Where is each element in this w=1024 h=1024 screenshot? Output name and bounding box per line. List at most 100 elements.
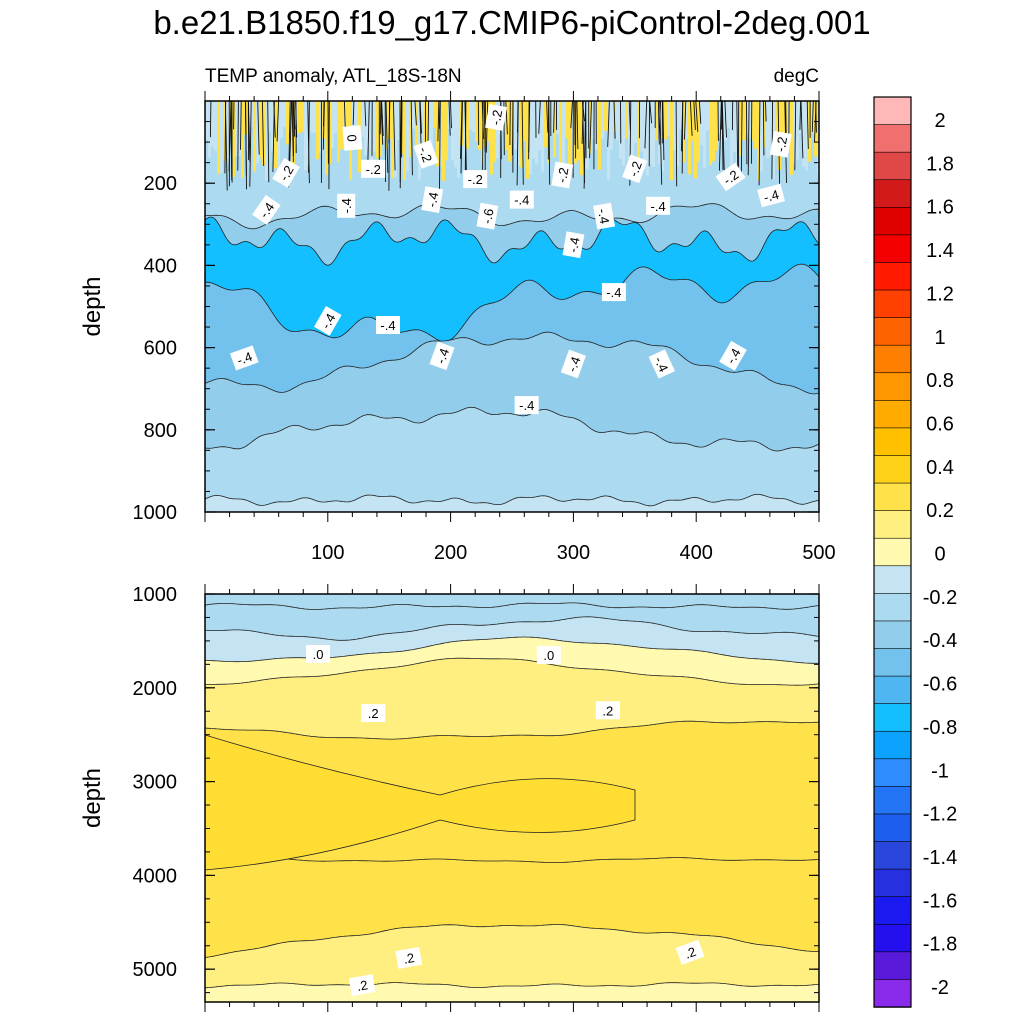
contour-label-bg xyxy=(413,140,439,169)
surface-fill xyxy=(610,101,613,150)
surface-fill xyxy=(334,101,337,133)
contour-label-text: -.4 xyxy=(762,187,781,205)
surface-contour xyxy=(771,101,774,180)
contour-label-bg xyxy=(675,939,705,965)
surface-fill xyxy=(268,101,271,132)
surface-contour xyxy=(460,101,463,174)
surface-contour xyxy=(352,101,355,125)
colorbar-label: -0.2 xyxy=(923,587,957,609)
x-tick-label: 400 xyxy=(680,542,713,564)
surface-fill xyxy=(412,101,415,129)
colorbar: 2 1.8 1.6 1.4 1.2 1 0.8 0.6 0.4 0.2 0 -0.2 -0.4 -0.6 -… xyxy=(873,96,957,1008)
surface-fill xyxy=(604,101,607,131)
contour-label-text: -.2 xyxy=(366,162,381,177)
contour-label-text: -.2 xyxy=(468,172,483,187)
contour-label-text: -.4 xyxy=(433,346,452,365)
y-axis-label: depth xyxy=(79,768,106,828)
surface-fill xyxy=(694,101,697,179)
colorbar-label: 0.6 xyxy=(926,413,954,435)
contour-line xyxy=(205,331,819,395)
contour-label: -.4 xyxy=(562,231,585,259)
colorbar-swatch xyxy=(873,537,912,567)
contour-label: -.4 xyxy=(252,194,281,225)
contour-label-text: 0 xyxy=(344,134,360,143)
surface-fill xyxy=(508,101,511,162)
surface-contour xyxy=(438,101,441,129)
surface-fill xyxy=(451,101,454,160)
surface-fill xyxy=(466,101,469,149)
surface-contour xyxy=(267,101,270,183)
surface-contour xyxy=(695,101,699,132)
surface-fill xyxy=(637,101,640,177)
x-tick-label: 100 xyxy=(311,542,344,564)
colorbar-label: 0.4 xyxy=(926,457,954,479)
surface-contour xyxy=(388,101,390,191)
colorbar-swatch xyxy=(873,427,912,457)
surface-fill xyxy=(754,101,757,149)
surface-fill xyxy=(469,101,472,130)
surface-contour xyxy=(209,101,212,138)
surface-fill xyxy=(706,101,709,131)
surface-fill xyxy=(520,101,523,168)
y-tick-label: 200 xyxy=(144,173,177,195)
surface-fill xyxy=(253,101,256,172)
surface-contour xyxy=(628,101,631,132)
surface-contour xyxy=(276,101,280,142)
contour-label: .2 xyxy=(348,974,376,997)
contour-line xyxy=(205,616,819,641)
surface-contour xyxy=(576,101,579,150)
surface-fill xyxy=(676,101,679,166)
surface-fill xyxy=(781,101,784,157)
surface-fill xyxy=(238,101,241,157)
surface-fill xyxy=(640,101,643,152)
surface-fill xyxy=(802,101,805,167)
colorbar-swatch xyxy=(873,96,912,126)
colorbar-label: -0.8 xyxy=(923,717,957,739)
surface-contour xyxy=(806,101,809,149)
surface-fill xyxy=(544,101,547,148)
surface-contour xyxy=(718,101,722,171)
surface-fill xyxy=(265,101,268,181)
contour-line xyxy=(205,602,819,610)
contour-label: -.2 xyxy=(272,158,300,188)
surface-fill xyxy=(793,101,796,164)
contour-label-bg xyxy=(536,646,561,664)
surface-fill xyxy=(670,101,673,180)
surface-fill xyxy=(634,101,637,143)
contour-label-bg xyxy=(646,196,671,215)
surface-fill xyxy=(445,101,448,161)
surface-fill xyxy=(421,101,424,158)
surface-contour xyxy=(295,101,298,138)
contour-label-text: .2 xyxy=(683,944,698,962)
colorbar-label: 1 xyxy=(934,327,945,349)
surface-fill xyxy=(601,101,604,139)
contour-label-text: .2 xyxy=(602,703,613,718)
colorbar-swatch xyxy=(873,510,912,539)
contour-label-text: .0 xyxy=(313,647,324,662)
contour-label: -.2 xyxy=(715,162,746,192)
contour-label-bg xyxy=(769,130,792,158)
colorbar-swatch xyxy=(873,151,912,181)
warm-core xyxy=(205,734,636,871)
colorbar-swatch xyxy=(873,317,912,346)
surface-fill xyxy=(220,101,223,173)
colorbar-swatch xyxy=(873,124,912,153)
surface-fill xyxy=(751,101,754,141)
surface-contour xyxy=(644,101,648,149)
surface-fill xyxy=(394,101,397,177)
surface-contour xyxy=(273,101,276,138)
surface-contour xyxy=(381,101,384,137)
surface-contour xyxy=(364,101,367,127)
contour-label: -.4 xyxy=(514,396,539,415)
surface-fill xyxy=(757,101,760,181)
surface-contour xyxy=(410,101,413,176)
contour-label: 0 xyxy=(342,125,363,151)
contour-label: -.4 xyxy=(229,345,259,371)
surface-contour xyxy=(693,101,696,131)
surface-fill xyxy=(343,101,346,150)
surface-fill xyxy=(304,101,307,171)
surface-fill xyxy=(583,101,586,168)
surface-fill xyxy=(301,101,304,132)
surface-contour xyxy=(505,101,508,135)
contour-label-text: -.4 xyxy=(424,191,441,209)
